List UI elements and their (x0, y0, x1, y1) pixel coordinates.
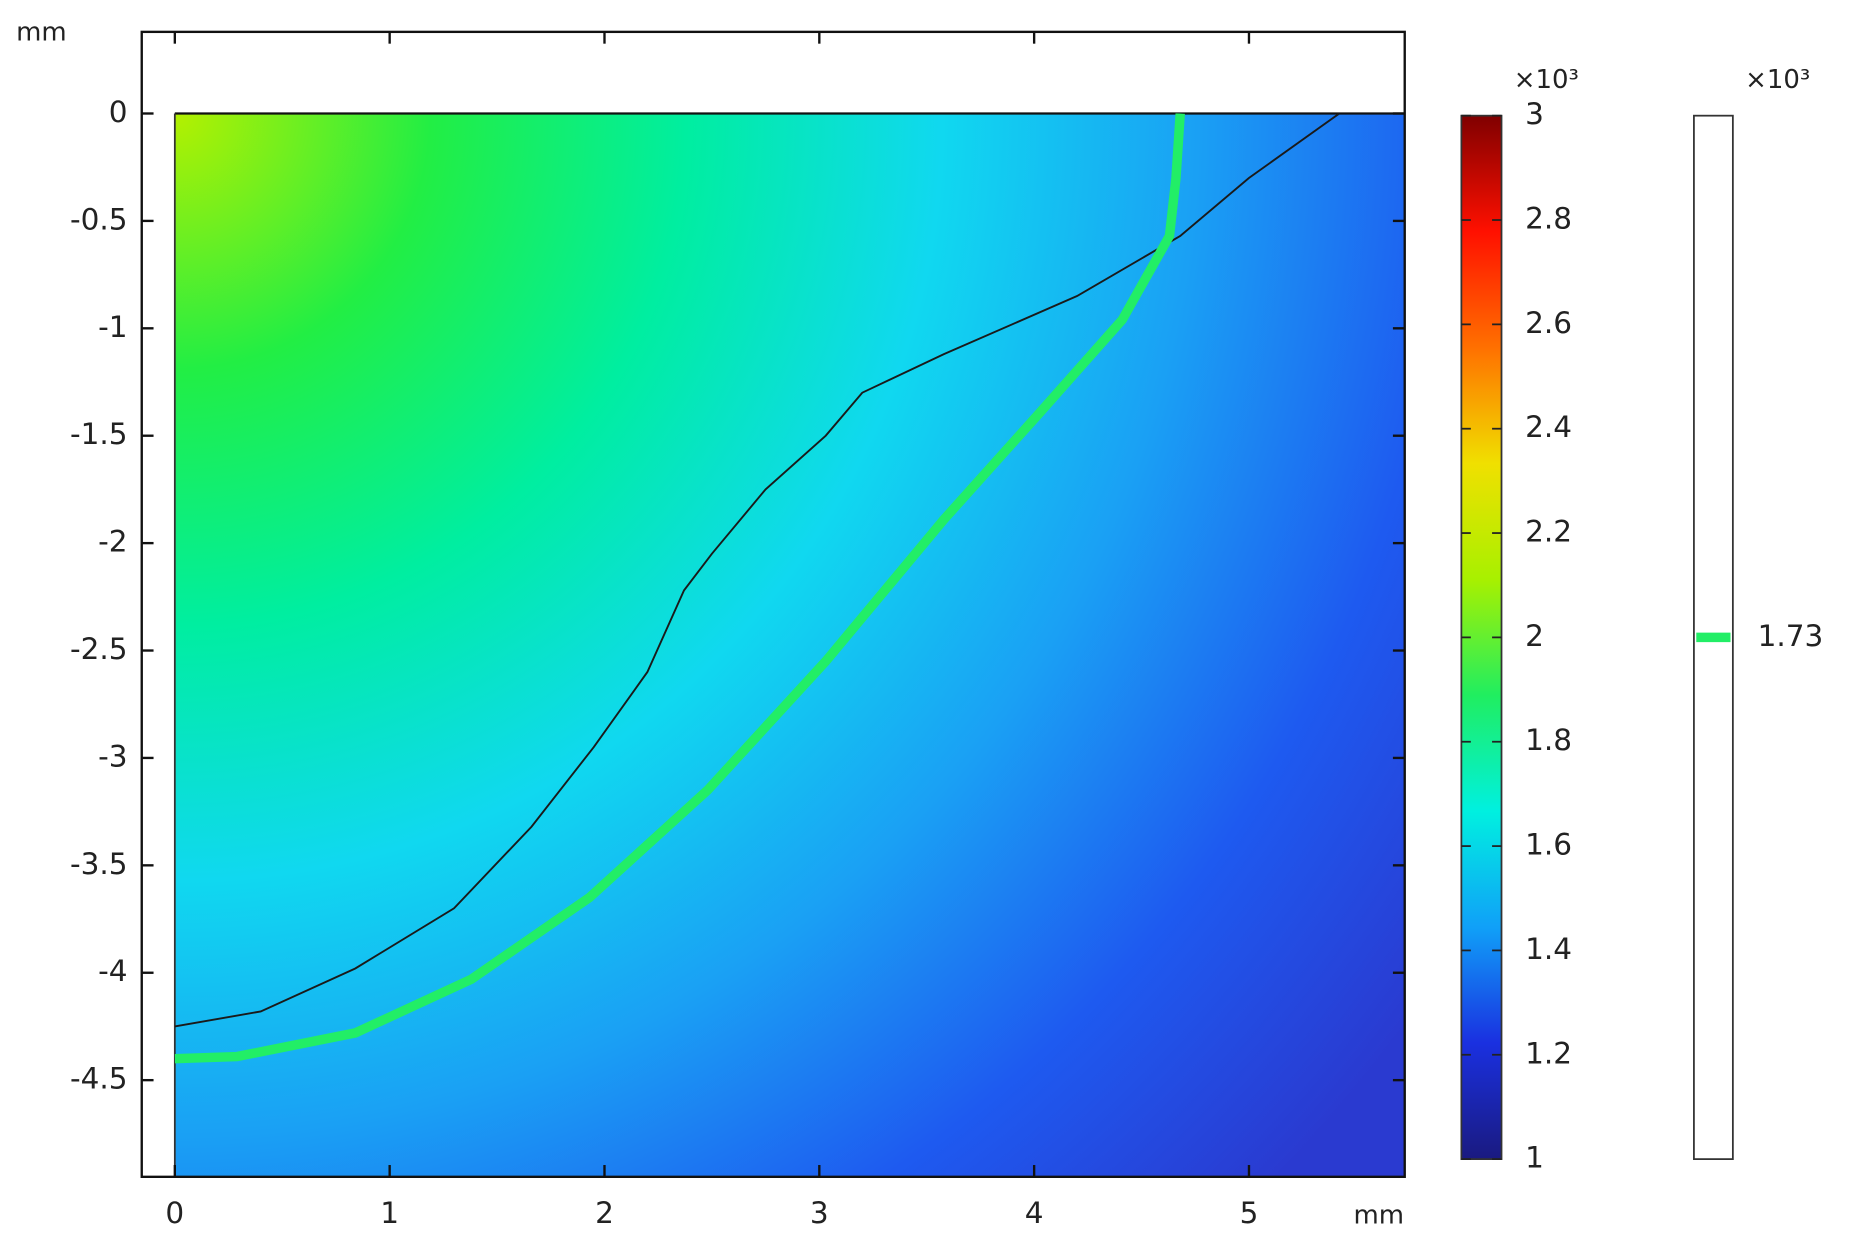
colorbar-tick-label: 3 (1525, 97, 1544, 131)
plot-area (173, 112, 1405, 1177)
colorbar-tick-label: 2 (1525, 619, 1544, 653)
y-tick-label: -3.5 (70, 847, 128, 881)
y-tick-label: -3 (98, 739, 127, 773)
contour-level-label: 1.73 (1758, 619, 1824, 653)
y-tick-label: -1 (98, 310, 127, 344)
contour-line (174, 113, 1185, 1064)
colorbar-tick-label: 1.2 (1525, 1036, 1572, 1070)
x-tick-label: 2 (595, 1196, 614, 1230)
colorbar-tick-label: 2.6 (1525, 306, 1572, 340)
colorbar-tick-label: 2.2 (1525, 515, 1572, 549)
y-tick-label: -0.5 (70, 202, 128, 236)
axes-frame (140, 30, 1406, 1178)
x-tick-label: 1 (380, 1196, 399, 1230)
contour-multiplier: ×10³ (1745, 65, 1810, 95)
y-tick-label: -2.5 (70, 632, 128, 666)
colorbar-tick-label: 1.8 (1525, 723, 1572, 757)
y-tick-label: -2 (98, 525, 127, 559)
x-tick-label: 3 (810, 1196, 829, 1230)
y-tick-label: -1.5 (70, 417, 128, 451)
colorbar-tick-label: 2.8 (1525, 202, 1572, 236)
boundary-curve (174, 113, 1340, 1028)
colorbar-tick-label: 2.4 (1525, 410, 1572, 444)
x-tick-label: 4 (1025, 1196, 1044, 1230)
colorbar-tick-label: 1.6 (1525, 828, 1572, 862)
colorbar-tick-label: 1 (1525, 1141, 1544, 1175)
y-axis-label: mm (16, 18, 67, 48)
colorbar-multiplier: ×10³ (1514, 65, 1579, 95)
colorbar-tick-label: 1.4 (1525, 932, 1572, 966)
x-axis-label: mm (1353, 1200, 1404, 1230)
x-tick-label: 0 (165, 1196, 184, 1230)
y-tick-label: 0 (109, 95, 128, 129)
x-tick-label: 5 (1240, 1196, 1259, 1230)
y-tick-label: -4 (98, 954, 127, 988)
surface-field (174, 113, 1405, 1177)
y-tick-label: -4.5 (70, 1062, 128, 1096)
